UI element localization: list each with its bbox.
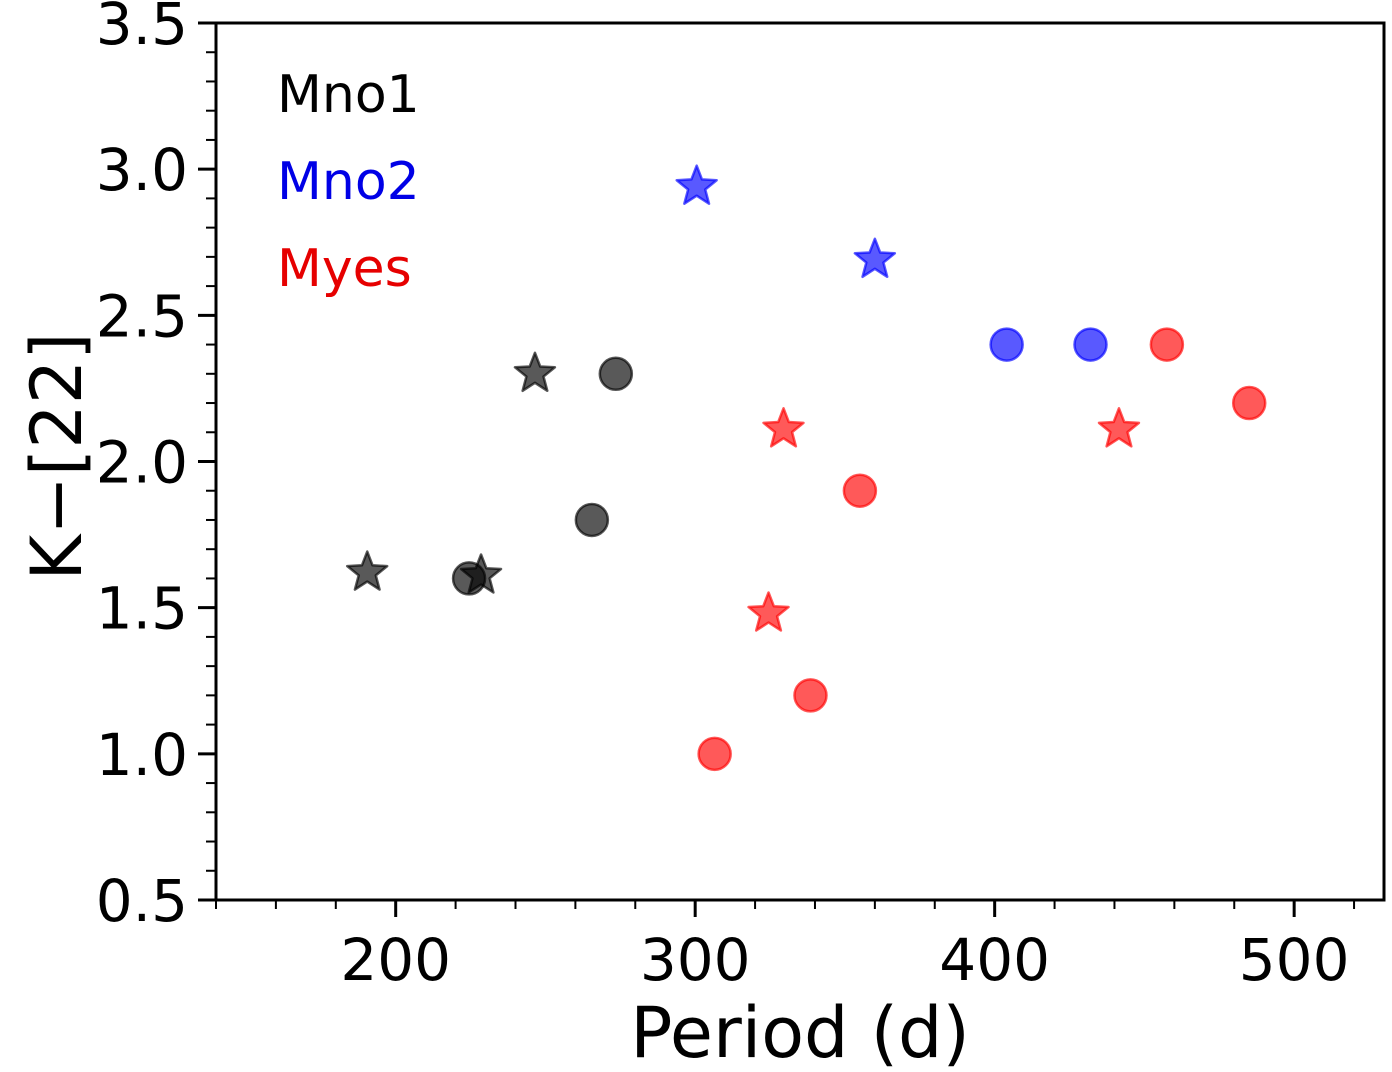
data-markers [346, 164, 1267, 772]
plot-frame [214, 21, 1386, 902]
circle-point-mno1 [574, 502, 610, 538]
y-tick-label: 0.5 [96, 867, 188, 935]
series-mno2 [675, 164, 1108, 362]
star-point-mno1 [346, 550, 389, 591]
x-tick-label: 400 [939, 926, 1050, 994]
star-point-myes [1097, 407, 1141, 448]
star-point-mno2 [853, 237, 897, 279]
circle-point-myes [793, 678, 828, 713]
star-point-myes [762, 407, 805, 448]
star-point-myes [747, 591, 790, 632]
circle-point-myes [1149, 327, 1185, 362]
circle-point-myes [1231, 385, 1267, 421]
star-point-mno1 [459, 553, 503, 594]
y-tick-label: 2.5 [96, 282, 188, 350]
y-tick-label: 3.0 [96, 136, 188, 204]
star-point-mno2 [675, 164, 718, 205]
y-tick-label: 2.0 [96, 429, 188, 497]
legend-entry-mno2: Mno2 [277, 152, 420, 212]
x-axis-label: Period (d) [630, 992, 970, 1072]
legend: Mno1 Mno2 Myes [277, 65, 420, 299]
circle-point-mno2 [1073, 327, 1108, 362]
circle-point-mno1 [598, 356, 634, 392]
x-tick-label: 300 [640, 926, 751, 994]
major-ticks [198, 21, 1296, 917]
series-mno1 [346, 351, 634, 596]
tick-labels: 200 300 400 500 0.5 1.0 1.5 2.0 2.5 3.0 3.5 [96, 0, 1350, 994]
x-tick-label: 200 [340, 926, 451, 994]
circle-point-myes [697, 736, 732, 772]
y-tick-label: 1.5 [96, 575, 188, 643]
series-myes [697, 327, 1267, 772]
y-tick-label: 3.5 [96, 0, 188, 58]
legend-entry-myes: Myes [277, 239, 412, 299]
x-tick-label: 500 [1239, 926, 1350, 994]
y-tick-label: 1.0 [96, 721, 188, 789]
circle-point-mno2 [989, 327, 1024, 362]
y-axis-label: K−[22] [16, 332, 98, 580]
circle-point-myes [842, 473, 878, 508]
legend-entry-mno1: Mno1 [277, 65, 420, 125]
star-point-mno1 [513, 351, 557, 393]
